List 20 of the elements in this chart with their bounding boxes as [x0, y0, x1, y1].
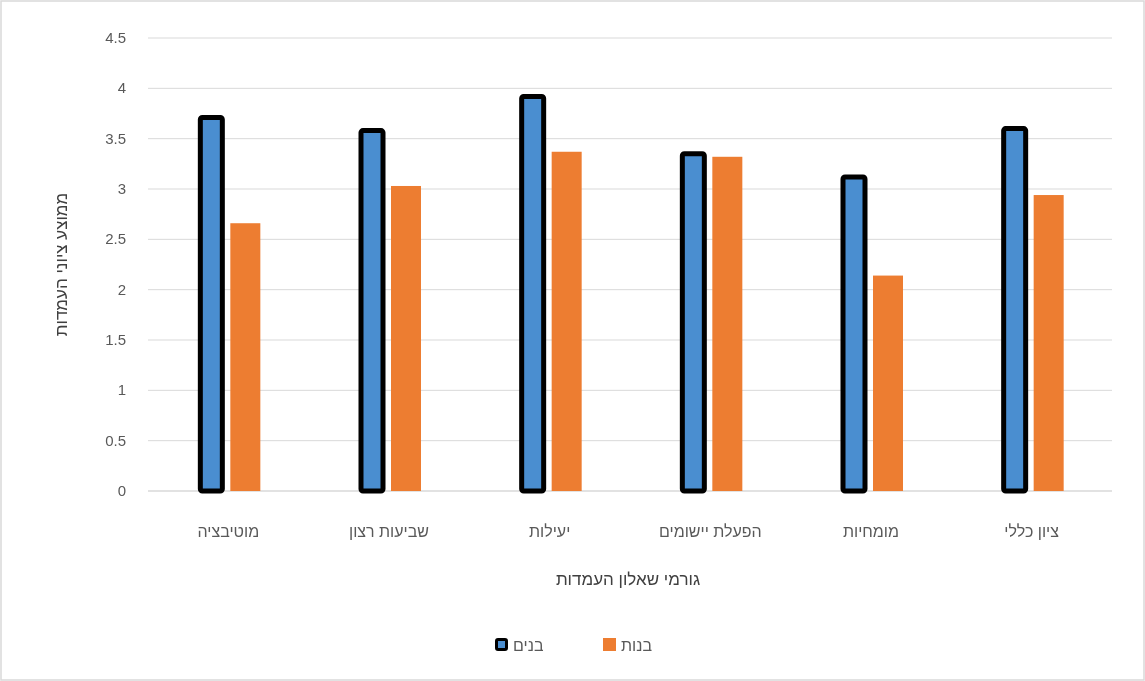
x-tick-label: הפעלת יישומים — [658, 523, 762, 540]
y-tick-label: 1 — [117, 381, 126, 399]
y-tick-label: 0.5 — [105, 431, 126, 449]
y-tick-label: 2.5 — [105, 230, 126, 248]
y-tick-label: 1.5 — [105, 331, 126, 348]
x-tick-label: שביעות רצון — [349, 523, 429, 540]
x-tick-label: ציון כללי — [1004, 523, 1060, 540]
legend-label: בנות — [621, 636, 653, 654]
y-tick-label: 0 — [117, 482, 126, 499]
legend-label: בנים — [513, 636, 544, 654]
y-tick-label: 3 — [117, 180, 126, 197]
x-tick-label: מומחיות — [842, 523, 900, 540]
y-tick-label: 2 — [117, 280, 126, 298]
x-tick-label: יעילות — [529, 523, 571, 540]
y-axis-title: ממוצע ציוני העמדות — [52, 192, 71, 337]
x-tick-label: מוטיבציה — [197, 523, 260, 540]
y-tick-label: 4.5 — [105, 29, 126, 46]
y-tick-label: 3.5 — [105, 129, 126, 147]
x-axis-title: גורמי שאלון העמדות — [555, 570, 701, 589]
y-tick-label: 4 — [117, 79, 126, 97]
